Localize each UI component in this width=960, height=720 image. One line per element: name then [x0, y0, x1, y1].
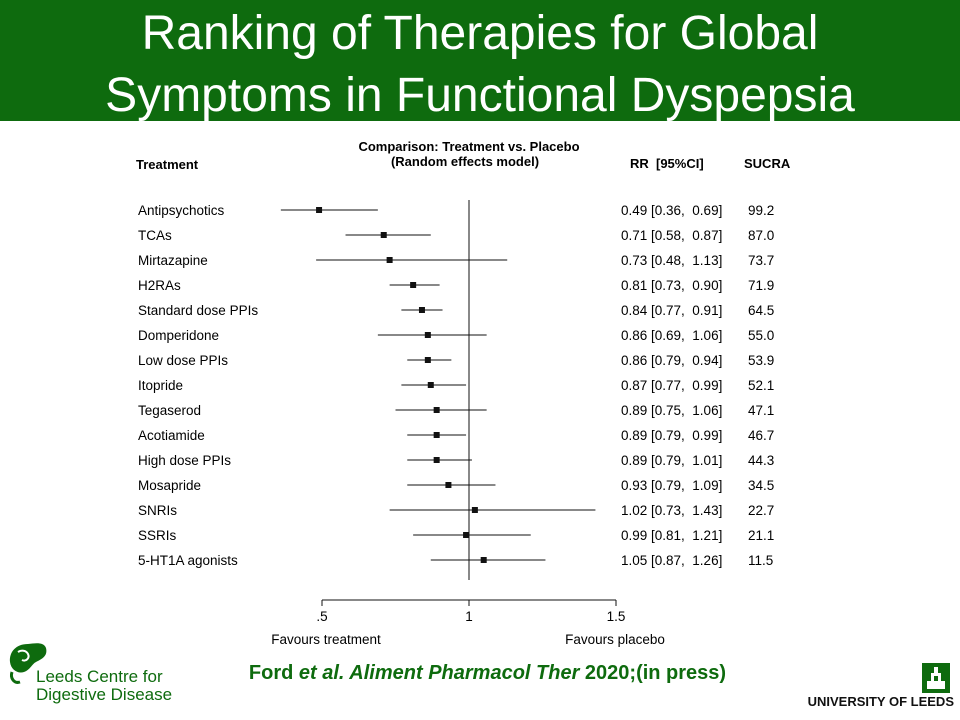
model-title-1: Comparison: Treatment vs. Placebo: [358, 139, 579, 154]
point-estimate: [428, 382, 434, 388]
row-treatment-label: Itopride: [138, 378, 183, 393]
point-estimate: [434, 457, 440, 463]
citation-et-al: et al.: [299, 662, 345, 684]
x-tick-label: 1.5: [607, 609, 626, 624]
x-tick-label: .5: [316, 609, 327, 624]
row-treatment-label: 5-HT1A agonists: [138, 553, 238, 568]
citation-author: Ford: [249, 662, 299, 684]
citation-journal: Aliment Pharmacol Ther: [344, 662, 579, 684]
forest-row: High dose PPIs 0.89 [0.79, 1.01] 44.3: [138, 453, 774, 468]
x-tick-label: 1: [465, 609, 473, 624]
citation: Ford et al. Aliment Pharmacol Ther 2020;…: [0, 662, 960, 685]
model-title-2: (Random effects model): [391, 154, 539, 169]
row-sucra: 53.9: [748, 353, 774, 368]
forest-row: SNRIs 1.02 [0.73, 1.43] 22.7: [138, 503, 774, 518]
row-rr-ci: 0.89 [0.75, 1.06]: [621, 403, 722, 418]
row-treatment-label: Low dose PPIs: [138, 353, 228, 368]
forest-row: 5-HT1A agonists 1.05 [0.87, 1.26] 11.5: [138, 553, 773, 568]
row-sucra: 46.7: [748, 428, 774, 443]
row-treatment-label: TCAs: [138, 228, 172, 243]
forest-rows: Antipsychotics 0.49 [0.36, 0.69] 99.2 TCAs 0…: [138, 203, 774, 568]
row-sucra: 99.2: [748, 203, 774, 218]
row-sucra: 44.3: [748, 453, 774, 468]
row-treatment-label: Domperidone: [138, 328, 219, 343]
point-estimate: [434, 407, 440, 413]
point-estimate: [381, 232, 387, 238]
row-sucra: 22.7: [748, 503, 774, 518]
row-treatment-label: Mosapride: [138, 478, 201, 493]
point-estimate: [387, 257, 393, 263]
point-estimate: [472, 507, 478, 513]
forest-row: Standard dose PPIs 0.84 [0.77, 0.91] 64.5: [138, 303, 774, 318]
row-treatment-label: Antipsychotics: [138, 203, 225, 218]
point-estimate: [410, 282, 416, 288]
row-treatment-label: Tegaserod: [138, 403, 201, 418]
row-rr-ci: 0.93 [0.79, 1.09]: [621, 478, 722, 493]
forest-row: Mirtazapine 0.73 [0.48, 1.13] 73.7: [138, 253, 774, 268]
row-rr-ci: 0.89 [0.79, 1.01]: [621, 453, 722, 468]
favours-treatment-label: Favours treatment: [271, 632, 381, 647]
row-treatment-label: High dose PPIs: [138, 453, 231, 468]
row-treatment-label: Acotiamide: [138, 428, 205, 443]
row-sucra: 71.9: [748, 278, 774, 293]
forest-row: Mosapride 0.93 [0.79, 1.09] 34.5: [138, 478, 774, 493]
column-header-rr: RR [95%CI]: [630, 156, 704, 171]
forest-row: Acotiamide 0.89 [0.79, 0.99] 46.7: [138, 428, 774, 443]
row-rr-ci: 0.89 [0.79, 0.99]: [621, 428, 722, 443]
point-estimate: [434, 432, 440, 438]
leeds-centre-line-2: Digestive Disease: [36, 686, 172, 704]
row-rr-ci: 0.84 [0.77, 0.91]: [621, 303, 722, 318]
forest-row: Antipsychotics 0.49 [0.36, 0.69] 99.2: [138, 203, 774, 218]
row-rr-ci: 1.02 [0.73, 1.43]: [621, 503, 722, 518]
row-treatment-label: Mirtazapine: [138, 253, 208, 268]
favours-placebo-label: Favours placebo: [565, 632, 665, 647]
row-sucra: 11.5: [748, 553, 773, 568]
row-sucra: 55.0: [748, 328, 774, 343]
forest-row: TCAs 0.71 [0.58, 0.87] 87.0: [138, 228, 774, 243]
point-estimate: [445, 482, 451, 488]
row-rr-ci: 0.81 [0.73, 0.90]: [621, 278, 722, 293]
row-rr-ci: 0.49 [0.36, 0.69]: [621, 203, 722, 218]
university-crest-icon: [922, 663, 950, 693]
row-rr-ci: 0.99 [0.81, 1.21]: [621, 528, 722, 543]
university-of-leeds-text: UNIVERSITY OF LEEDS: [780, 694, 954, 709]
point-estimate: [481, 557, 487, 563]
row-treatment-label: H2RAs: [138, 278, 181, 293]
row-sucra: 64.5: [748, 303, 774, 318]
forest-row: Domperidone 0.86 [0.69, 1.06] 55.0: [138, 328, 774, 343]
forest-row: H2RAs 0.81 [0.73, 0.90] 71.9: [138, 278, 774, 293]
forest-row: Itopride 0.87 [0.77, 0.99] 52.1: [138, 378, 774, 393]
point-estimate: [463, 532, 469, 538]
row-rr-ci: 1.05 [0.87, 1.26]: [621, 553, 722, 568]
point-estimate: [419, 307, 425, 313]
citation-year: 2020;(in press): [579, 662, 726, 684]
point-estimate: [425, 332, 431, 338]
forest-row: Tegaserod 0.89 [0.75, 1.06] 47.1: [138, 403, 774, 418]
column-header-treatment: Treatment: [136, 157, 199, 172]
row-sucra: 52.1: [748, 378, 774, 393]
row-sucra: 73.7: [748, 253, 774, 268]
row-rr-ci: 0.71 [0.58, 0.87]: [621, 228, 722, 243]
row-rr-ci: 0.73 [0.48, 1.13]: [621, 253, 722, 268]
row-sucra: 21.1: [748, 528, 774, 543]
row-treatment-label: SSRIs: [138, 528, 177, 543]
row-treatment-label: SNRIs: [138, 503, 177, 518]
point-estimate: [425, 357, 431, 363]
column-header-sucra: SUCRA: [744, 156, 791, 171]
forest-row: SSRIs 0.99 [0.81, 1.21] 21.1: [138, 528, 774, 543]
row-sucra: 47.1: [748, 403, 774, 418]
point-estimate: [316, 207, 322, 213]
row-rr-ci: 0.86 [0.69, 1.06]: [621, 328, 722, 343]
row-sucra: 34.5: [748, 478, 774, 493]
row-sucra: 87.0: [748, 228, 774, 243]
row-rr-ci: 0.87 [0.77, 0.99]: [621, 378, 722, 393]
row-rr-ci: 0.86 [0.79, 0.94]: [621, 353, 722, 368]
forest-row: Low dose PPIs 0.86 [0.79, 0.94] 53.9: [138, 353, 774, 368]
row-treatment-label: Standard dose PPIs: [138, 303, 258, 318]
